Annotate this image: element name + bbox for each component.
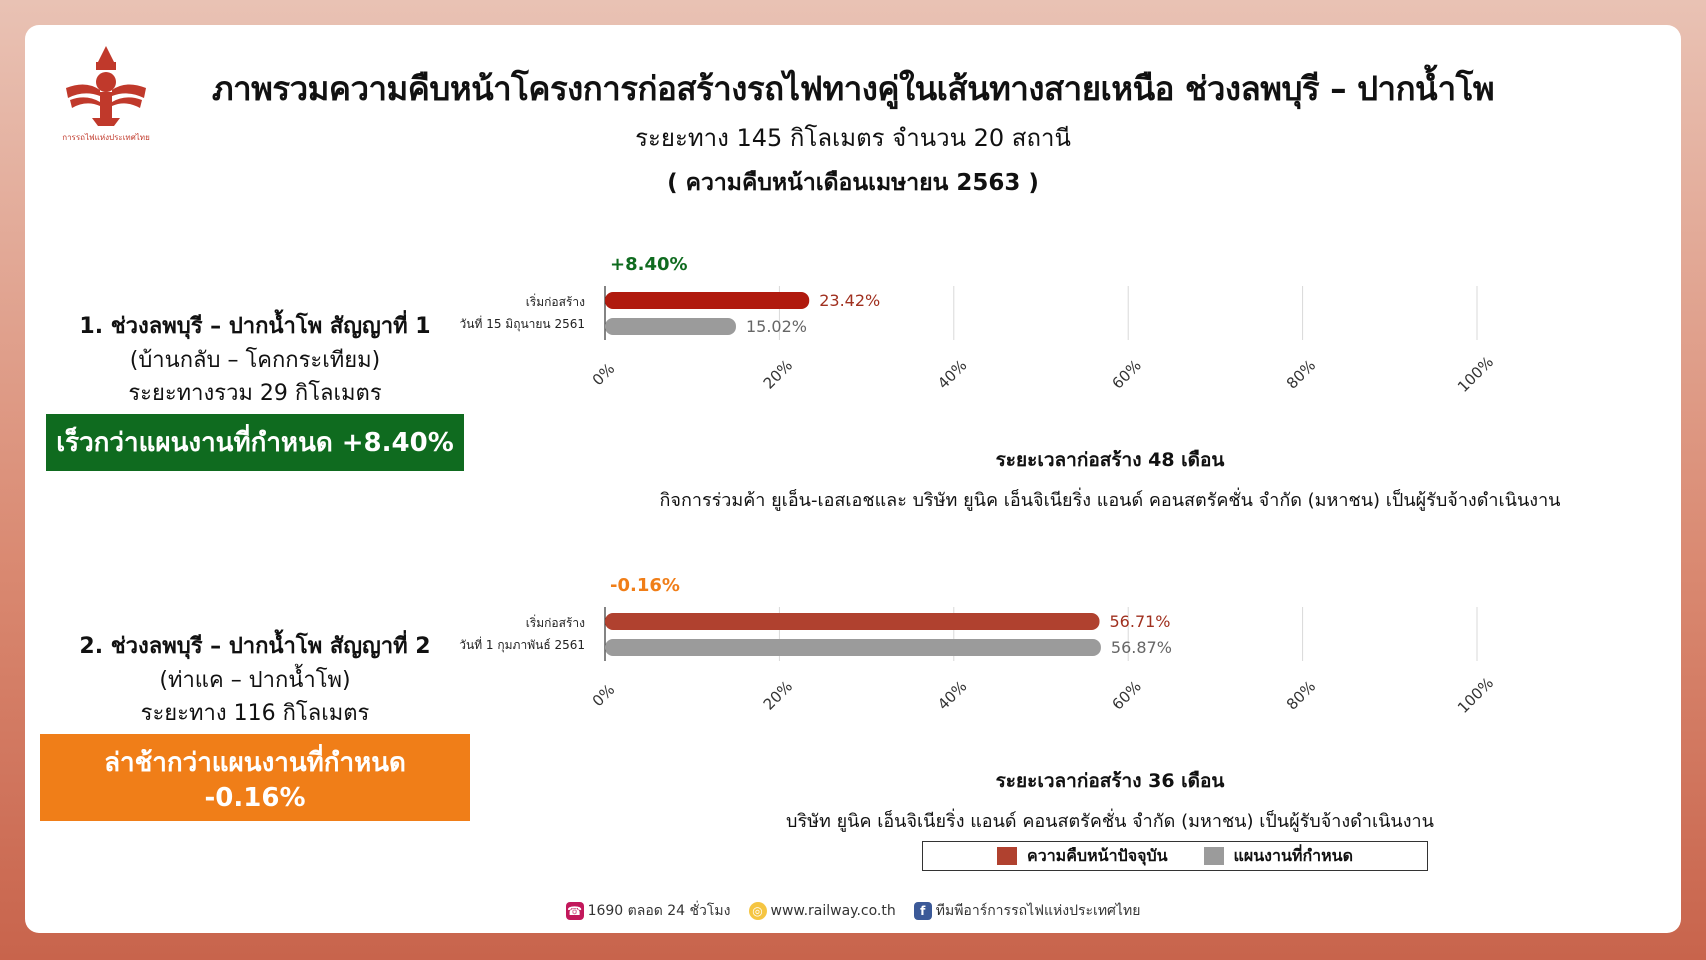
- project-1-duration: ระยะเวลาก่อสร้าง 48 เดือน: [995, 449, 1225, 471]
- x-tick-label: 80%: [1283, 677, 1319, 713]
- data-label: 23.42%: [819, 291, 880, 310]
- difference-label: +8.40%: [610, 254, 688, 275]
- chart-legend: ความคืบหน้าปัจจุบัน แผนงานที่กำหนด: [922, 841, 1428, 871]
- footer-phone[interactable]: ☎ 1690 ตลอด 24 ชั่วโมง: [565, 900, 731, 922]
- x-tick-label: 0%: [589, 681, 619, 711]
- x-tick-label: 60%: [1109, 356, 1145, 392]
- footer-website[interactable]: ◎ www.railway.co.th: [748, 902, 896, 920]
- legend-label-actual: ความคืบหน้าปัจจุบัน: [1027, 845, 1168, 865]
- footer: ☎ 1690 ตลอด 24 ชั่วโมง ◎ www.railway.co.…: [0, 900, 1706, 922]
- project-2-status-badge: ล่าช้ากว่าแผนงานที่กำหนด -0.16%: [40, 734, 470, 821]
- x-tick-label: 20%: [760, 356, 796, 392]
- project-1-route: (บ้านกลับ – โคกกระเทียม): [129, 348, 381, 373]
- x-tick-label: 100%: [1454, 674, 1497, 717]
- legend-swatch-plan: [1203, 847, 1224, 865]
- data-label: 56.87%: [1111, 638, 1172, 657]
- project-2-route: (ท่าแค – ปากน้ำโพ): [159, 668, 351, 693]
- project-2-label: 2. ช่วงลพบุรี – ปากน้ำโพ สัญญาที่ 2 (ท่า…: [40, 630, 470, 821]
- project-2-caption: ระยะเวลาก่อสร้าง 36 เดือน บริษัท ยูนิค เ…: [560, 766, 1660, 835]
- x-tick-label: 20%: [760, 677, 796, 713]
- project-1-caption: ระยะเวลาก่อสร้าง 48 เดือน กิจการร่วมค้า …: [560, 445, 1660, 514]
- footer-facebook-text: ทีมพีอาร์การรถไฟแห่งประเทศไทย: [935, 903, 1141, 919]
- x-tick-label: 40%: [934, 677, 970, 713]
- project-2-chart: 0% 20% 40% 60% 80% 100% -0.16% เริ่มก่อสร้างวัน…: [440, 575, 1620, 775]
- project-2-contractor: บริษัท ยูนิค เอ็นจิเนียริ่ง แอนด์ คอนสตร…: [786, 811, 1434, 832]
- globe-icon: ◎: [748, 902, 767, 920]
- x-tick-label: 100%: [1454, 353, 1497, 396]
- project-2-distance: ระยะทาง 116 กิโลเมตร: [140, 701, 370, 726]
- facebook-icon: f: [913, 902, 932, 920]
- footer-website-text: www.railway.co.th: [770, 903, 896, 919]
- project-2-bar-chart: 0% 20% 40% 60% 80% 100% -0.16% เริ่มก่อสร้างวัน…: [459, 575, 1497, 717]
- bar-actual: [605, 292, 810, 309]
- srt-logo: การรถไฟแห่งประเทศไทย: [62, 46, 150, 142]
- x-tick-label: 80%: [1283, 356, 1319, 392]
- phone-icon: ☎: [565, 902, 584, 920]
- svg-text:การรถไฟแห่งประเทศไทย: การรถไฟแห่งประเทศไทย: [62, 133, 150, 142]
- legend-label-plan: แผนงานที่กำหนด: [1233, 845, 1353, 865]
- project-1-name: 1. ช่วงลพบุรี – ปากน้ำโพ สัญญาที่ 1: [79, 314, 431, 339]
- footer-facebook[interactable]: f ทีมพีอาร์การรถไฟแห่งประเทศไทย: [913, 900, 1141, 922]
- project-1-bar-chart: 0% 20% 40% 60% 80% 100% +8.40% เริ่มก่อสร้างวัน…: [460, 254, 1497, 396]
- start-date-label: วันที่ 1 กุมภาพันธ์ 2561: [459, 636, 585, 653]
- difference-label: -0.16%: [610, 575, 680, 596]
- x-tick-label: 60%: [1109, 677, 1145, 713]
- legend-item-actual: ความคืบหน้าปัจจุบัน: [997, 844, 1168, 869]
- project-1-contractor: กิจการร่วมค้า ยูเอ็น-เอสเอชและ บริษัท ยู…: [659, 490, 1561, 511]
- project-1-label: 1. ช่วงลพบุรี – ปากน้ำโพ สัญญาที่ 1 (บ้า…: [40, 310, 470, 471]
- data-label: 56.71%: [1110, 612, 1171, 631]
- legend-swatch-actual: [997, 847, 1017, 865]
- report-period: ( ความคืบหน้าเดือนเมษายน 2563 ): [667, 170, 1039, 196]
- x-tick-label: 40%: [934, 356, 970, 392]
- page-subtitle: ระยะทาง 145 กิโลเมตร จำนวน 20 สถานี: [635, 124, 1071, 152]
- start-label: เริ่มก่อสร้าง: [526, 293, 585, 309]
- bar-plan: [605, 639, 1101, 656]
- x-tick-label: 0%: [589, 360, 619, 390]
- start-label: เริ่มก่อสร้าง: [526, 614, 585, 630]
- legend-item-plan: แผนงานที่กำหนด: [1203, 844, 1353, 869]
- project-1-chart: 0% 20% 40% 60% 80% 100% +8.40% เริ่มก่อสร้างวัน…: [440, 254, 1620, 454]
- bar-plan: [605, 318, 736, 335]
- data-label: 15.02%: [746, 317, 807, 336]
- project-2-duration: ระยะเวลาก่อสร้าง 36 เดือน: [995, 770, 1225, 792]
- project-1-status-badge: เร็วกว่าแผนงานที่กำหนด +8.40%: [46, 414, 464, 471]
- footer-phone-text: 1690 ตลอด 24 ชั่วโมง: [587, 903, 731, 919]
- project-1-distance: ระยะทางรวม 29 กิโลเมตร: [128, 381, 382, 406]
- start-date-label: วันที่ 15 มิถุนายน 2561: [460, 315, 585, 332]
- bar-actual: [605, 613, 1100, 630]
- page-title: ภาพรวมความคืบหน้าโครงการก่อสร้างรถไฟทางค…: [211, 69, 1495, 108]
- project-2-name: 2. ช่วงลพบุรี – ปากน้ำโพ สัญญาที่ 2: [79, 634, 431, 659]
